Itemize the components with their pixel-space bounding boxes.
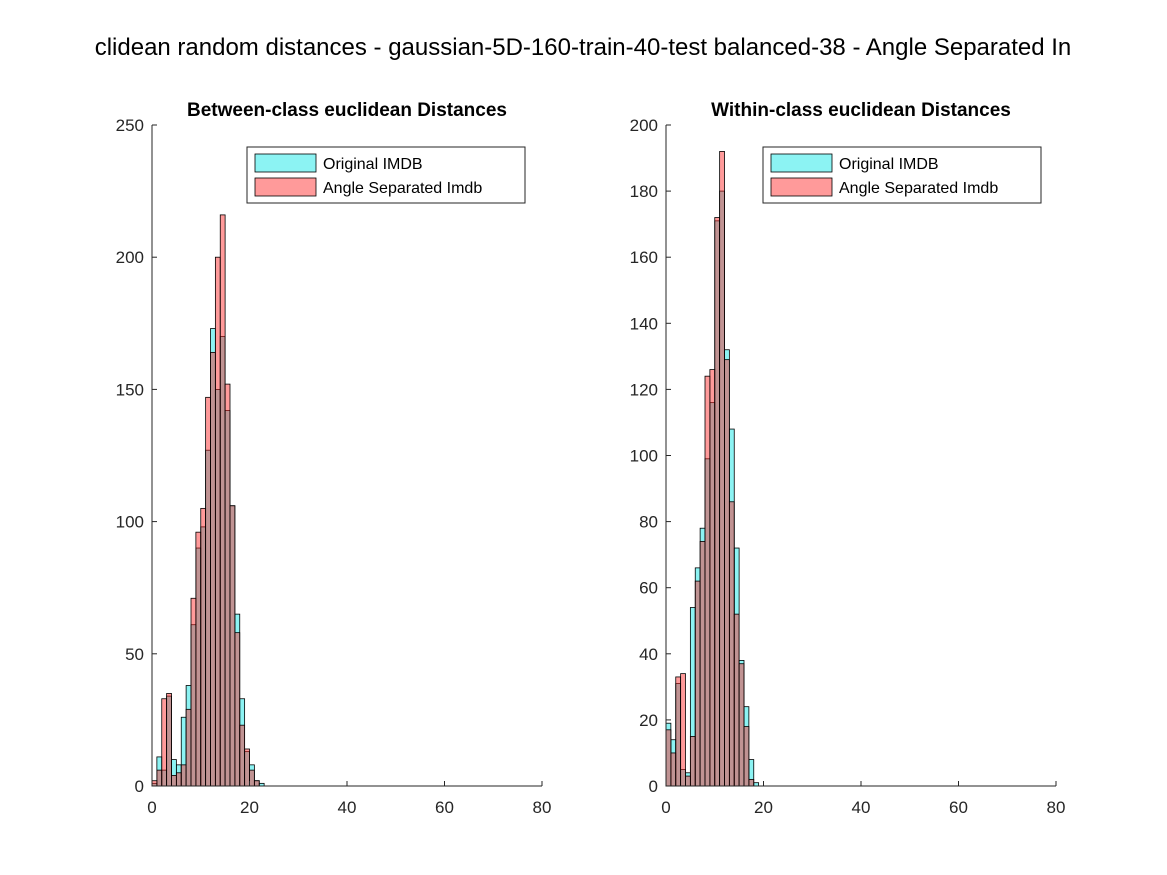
histogram-bar: [161, 698, 168, 787]
y-tick-label: 160: [630, 248, 658, 267]
histogram-bar: [685, 775, 691, 787]
legend-swatch: [770, 177, 833, 197]
histogram-bar: [244, 748, 250, 787]
histogram-bar: [175, 772, 182, 787]
legend: Original IMDB Angle Separated Imdb: [762, 146, 1042, 204]
legend-label: Angle Separated Imdb: [323, 180, 482, 197]
histogram-bar: [748, 778, 755, 787]
histogram-bar: [200, 507, 207, 787]
histogram-bar: [253, 780, 260, 787]
legend-label: Angle Separated Imdb: [839, 180, 998, 197]
histogram-bar: [166, 693, 172, 787]
y-tick-label: 140: [630, 314, 658, 333]
axes-title: Within-class euclidean Distances: [711, 100, 1011, 121]
histogram-bar: [675, 676, 682, 787]
y-tick-label: 200: [116, 248, 144, 267]
y-tick-label: 80: [639, 513, 658, 532]
histogram-bar: [205, 396, 211, 787]
histogram-bar: [694, 580, 701, 787]
x-tick-label: 60: [949, 798, 968, 817]
legend-box: [762, 146, 1042, 204]
y-tick-label: 60: [639, 579, 658, 598]
x-tick-label: 80: [1047, 798, 1066, 817]
histogram-bar: [670, 752, 677, 787]
histogram-bar: [180, 764, 187, 787]
x-tick-label: 60: [435, 798, 454, 817]
histogram-bar: [724, 359, 730, 787]
histogram-bar: [151, 780, 158, 787]
y-tick-label: 180: [630, 182, 658, 201]
y-tick-label: 0: [649, 777, 658, 796]
histogram-bar: [229, 505, 236, 787]
histogram-bar: [680, 673, 686, 787]
histogram-bar: [185, 708, 192, 787]
x-tick-label: 40: [338, 798, 357, 817]
y-tick-label: 100: [630, 447, 658, 466]
within-class-axes: 0 20 40 60 80 0 20 40 60 80 100 120 140 160 180 200 With…: [630, 100, 1066, 817]
legend-swatch: [254, 153, 317, 173]
histogram-bar: [219, 214, 226, 787]
histogram-bar: [234, 632, 241, 787]
histogram-bar: [733, 613, 740, 787]
y-tick-label: 40: [639, 645, 658, 664]
y-tick-label: 50: [125, 645, 144, 664]
y-tick-label: 150: [116, 380, 144, 399]
histogram-bar: [249, 769, 255, 787]
y-tick-label: 20: [639, 711, 658, 730]
histogram-bar: [738, 663, 745, 787]
histogram-bar: [214, 256, 221, 787]
legend-label: Original IMDB: [323, 156, 423, 173]
between-class-axes: 0 20 40 60 80 0 50 100 150 200 250 Between-class eu…: [116, 100, 552, 817]
histogram-bar: [743, 726, 750, 787]
histogram-bar: [195, 531, 202, 787]
y-tick-label: 200: [630, 116, 658, 135]
legend-swatch: [254, 177, 317, 197]
histogram-bar: [728, 501, 735, 787]
histogram-bar: [689, 736, 696, 787]
legend: Original IMDB Angle Separated Imdb: [246, 146, 526, 204]
x-tick-label: 20: [240, 798, 259, 817]
histogram-bar: [171, 775, 177, 787]
x-tick-label: 40: [852, 798, 871, 817]
y-tick-label: 100: [116, 513, 144, 532]
axes-title: Between-class euclidean Distances: [187, 100, 507, 121]
histogram-bar: [210, 351, 216, 787]
histogram-bar: [709, 369, 716, 787]
x-tick-label: 0: [661, 798, 670, 817]
histogram-bar: [190, 597, 197, 787]
histogram-bar: [224, 383, 231, 787]
legend-swatch: [770, 153, 833, 173]
histogram-bar: [714, 217, 721, 787]
histogram-bar: [719, 151, 725, 787]
y-tick-label: 250: [116, 116, 144, 135]
x-tick-label: 0: [147, 798, 156, 817]
y-tick-label: 0: [135, 777, 144, 796]
figure-title: clidean random distances - gaussian-5D-1…: [95, 34, 1072, 61]
legend-box: [246, 146, 526, 204]
histogram-bar: [704, 375, 711, 787]
x-tick-label: 80: [533, 798, 552, 817]
legend-label: Original IMDB: [839, 156, 939, 173]
histogram-bar: [699, 541, 706, 787]
y-tick-label: 120: [630, 380, 658, 399]
histogram-bar: [239, 724, 246, 787]
histogram-bar: [156, 769, 163, 787]
x-tick-label: 20: [754, 798, 773, 817]
histogram-bar: [665, 729, 672, 787]
